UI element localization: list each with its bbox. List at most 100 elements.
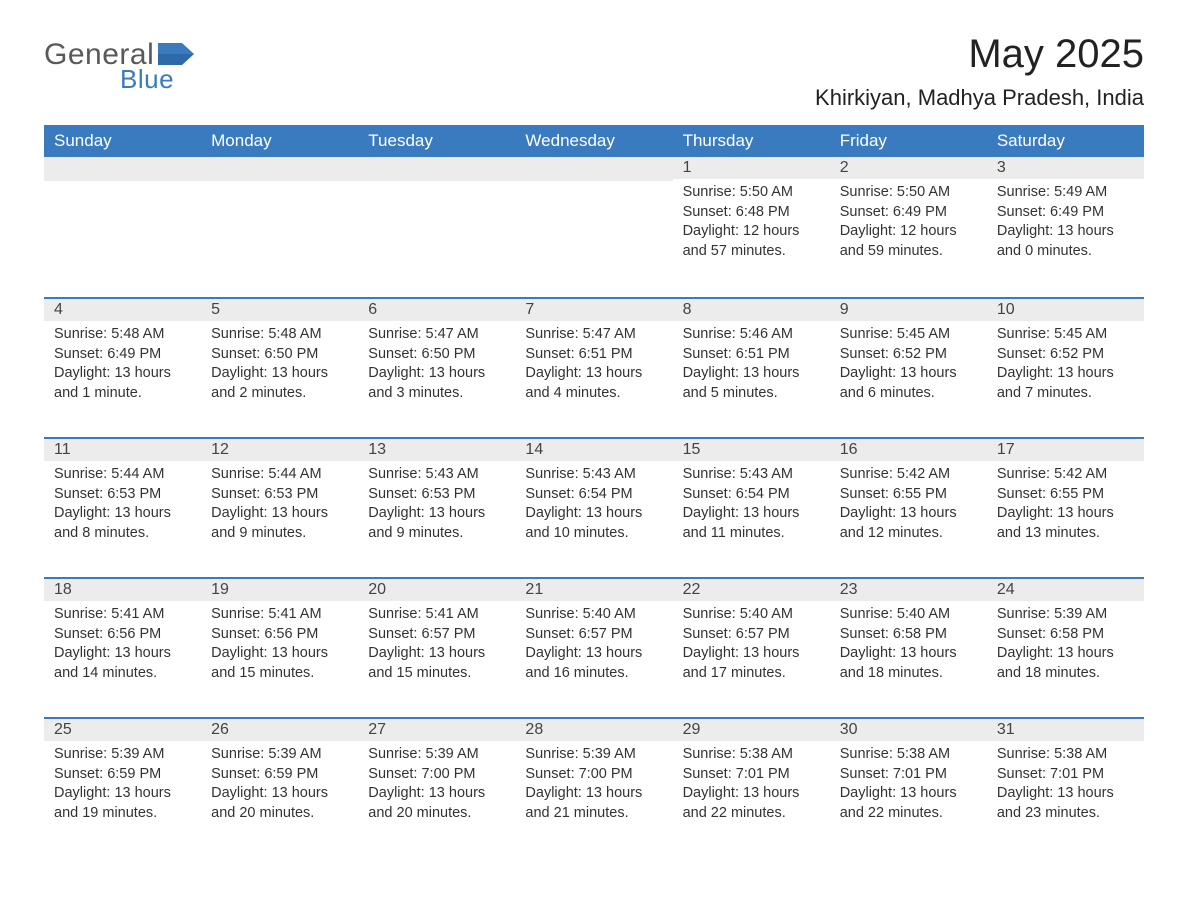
day-cell: 3Sunrise: 5:49 AMSunset: 6:49 PMDaylight… [987, 157, 1144, 297]
daylight-line-1: Daylight: 13 hours [840, 784, 977, 804]
day-number: 26 [201, 719, 358, 741]
day-cell: 18Sunrise: 5:41 AMSunset: 6:56 PMDayligh… [44, 579, 201, 717]
sunset-line: Sunset: 6:49 PM [54, 345, 191, 365]
sunrise-line: Sunrise: 5:38 AM [683, 745, 820, 765]
day-cell [44, 157, 201, 297]
day-cell: 21Sunrise: 5:40 AMSunset: 6:57 PMDayligh… [515, 579, 672, 717]
sunset-line: Sunset: 6:57 PM [683, 625, 820, 645]
day-number: 5 [201, 299, 358, 321]
sunset-line: Sunset: 6:53 PM [368, 485, 505, 505]
day-cell: 9Sunrise: 5:45 AMSunset: 6:52 PMDaylight… [830, 299, 987, 437]
sunrise-line: Sunrise: 5:46 AM [683, 325, 820, 345]
weekday-header: Friday [830, 125, 987, 157]
day-number: 12 [201, 439, 358, 461]
daylight-line-1: Daylight: 13 hours [54, 364, 191, 384]
daylight-line-2: and 9 minutes. [211, 524, 348, 544]
day-number: 27 [358, 719, 515, 741]
day-number: 3 [987, 157, 1144, 179]
day-cell: 30Sunrise: 5:38 AMSunset: 7:01 PMDayligh… [830, 719, 987, 857]
day-body: Sunrise: 5:41 AMSunset: 6:56 PMDaylight:… [201, 601, 358, 683]
day-cell: 10Sunrise: 5:45 AMSunset: 6:52 PMDayligh… [987, 299, 1144, 437]
daylight-line-2: and 57 minutes. [683, 242, 820, 262]
daylight-line-1: Daylight: 13 hours [54, 784, 191, 804]
day-body: Sunrise: 5:41 AMSunset: 6:56 PMDaylight:… [44, 601, 201, 683]
day-cell: 7Sunrise: 5:47 AMSunset: 6:51 PMDaylight… [515, 299, 672, 437]
daylight-line-2: and 21 minutes. [525, 804, 662, 824]
day-cell: 2Sunrise: 5:50 AMSunset: 6:49 PMDaylight… [830, 157, 987, 297]
sunset-line: Sunset: 6:50 PM [211, 345, 348, 365]
day-body: Sunrise: 5:44 AMSunset: 6:53 PMDaylight:… [44, 461, 201, 543]
day-cell: 13Sunrise: 5:43 AMSunset: 6:53 PMDayligh… [358, 439, 515, 577]
sunset-line: Sunset: 6:58 PM [997, 625, 1134, 645]
daylight-line-1: Daylight: 13 hours [211, 504, 348, 524]
sunrise-line: Sunrise: 5:39 AM [368, 745, 505, 765]
day-body: Sunrise: 5:46 AMSunset: 6:51 PMDaylight:… [673, 321, 830, 403]
sunset-line: Sunset: 6:51 PM [525, 345, 662, 365]
day-number: 16 [830, 439, 987, 461]
daylight-line-1: Daylight: 13 hours [840, 504, 977, 524]
day-number: 2 [830, 157, 987, 179]
day-body: Sunrise: 5:40 AMSunset: 6:58 PMDaylight:… [830, 601, 987, 683]
day-cell: 15Sunrise: 5:43 AMSunset: 6:54 PMDayligh… [673, 439, 830, 577]
day-number-bar-empty [358, 157, 515, 181]
day-cell: 16Sunrise: 5:42 AMSunset: 6:55 PMDayligh… [830, 439, 987, 577]
weekday-header: Saturday [987, 125, 1144, 157]
day-number: 31 [987, 719, 1144, 741]
daylight-line-1: Daylight: 13 hours [368, 784, 505, 804]
day-number: 9 [830, 299, 987, 321]
day-body: Sunrise: 5:42 AMSunset: 6:55 PMDaylight:… [987, 461, 1144, 543]
sunrise-line: Sunrise: 5:48 AM [211, 325, 348, 345]
daylight-line-1: Daylight: 13 hours [997, 784, 1134, 804]
sunrise-line: Sunrise: 5:44 AM [54, 465, 191, 485]
day-body: Sunrise: 5:39 AMSunset: 6:59 PMDaylight:… [44, 741, 201, 823]
daylight-line-1: Daylight: 13 hours [683, 784, 820, 804]
week-row: 18Sunrise: 5:41 AMSunset: 6:56 PMDayligh… [44, 577, 1144, 717]
day-body: Sunrise: 5:49 AMSunset: 6:49 PMDaylight:… [987, 179, 1144, 261]
daylight-line-2: and 2 minutes. [211, 384, 348, 404]
sunset-line: Sunset: 7:01 PM [840, 765, 977, 785]
daylight-line-1: Daylight: 13 hours [211, 784, 348, 804]
sunset-line: Sunset: 6:48 PM [683, 203, 820, 223]
day-cell: 4Sunrise: 5:48 AMSunset: 6:49 PMDaylight… [44, 299, 201, 437]
day-cell: 8Sunrise: 5:46 AMSunset: 6:51 PMDaylight… [673, 299, 830, 437]
location: Khirkiyan, Madhya Pradesh, India [815, 85, 1144, 111]
day-body: Sunrise: 5:39 AMSunset: 7:00 PMDaylight:… [515, 741, 672, 823]
daylight-line-2: and 10 minutes. [525, 524, 662, 544]
day-number: 14 [515, 439, 672, 461]
sunset-line: Sunset: 6:58 PM [840, 625, 977, 645]
daylight-line-2: and 15 minutes. [368, 664, 505, 684]
sunset-line: Sunset: 7:01 PM [997, 765, 1134, 785]
day-body: Sunrise: 5:42 AMSunset: 6:55 PMDaylight:… [830, 461, 987, 543]
day-cell: 29Sunrise: 5:38 AMSunset: 7:01 PMDayligh… [673, 719, 830, 857]
month-title: May 2025 [815, 32, 1144, 77]
day-number: 20 [358, 579, 515, 601]
daylight-line-1: Daylight: 13 hours [997, 644, 1134, 664]
daylight-line-2: and 4 minutes. [525, 384, 662, 404]
day-cell: 22Sunrise: 5:40 AMSunset: 6:57 PMDayligh… [673, 579, 830, 717]
daylight-line-1: Daylight: 13 hours [211, 364, 348, 384]
sunset-line: Sunset: 6:59 PM [54, 765, 191, 785]
daylight-line-1: Daylight: 13 hours [525, 644, 662, 664]
sunset-line: Sunset: 6:53 PM [54, 485, 191, 505]
day-cell: 6Sunrise: 5:47 AMSunset: 6:50 PMDaylight… [358, 299, 515, 437]
day-number: 10 [987, 299, 1144, 321]
daylight-line-1: Daylight: 13 hours [525, 364, 662, 384]
sunrise-line: Sunrise: 5:49 AM [997, 183, 1134, 203]
sunset-line: Sunset: 6:49 PM [997, 203, 1134, 223]
day-number: 25 [44, 719, 201, 741]
day-body: Sunrise: 5:45 AMSunset: 6:52 PMDaylight:… [987, 321, 1144, 403]
day-cell: 24Sunrise: 5:39 AMSunset: 6:58 PMDayligh… [987, 579, 1144, 717]
day-number: 23 [830, 579, 987, 601]
sunrise-line: Sunrise: 5:40 AM [683, 605, 820, 625]
daylight-line-1: Daylight: 13 hours [54, 504, 191, 524]
sunset-line: Sunset: 6:54 PM [683, 485, 820, 505]
sunrise-line: Sunrise: 5:42 AM [840, 465, 977, 485]
day-number-bar-empty [515, 157, 672, 181]
sunrise-line: Sunrise: 5:42 AM [997, 465, 1134, 485]
day-number: 8 [673, 299, 830, 321]
daylight-line-2: and 12 minutes. [840, 524, 977, 544]
daylight-line-2: and 6 minutes. [840, 384, 977, 404]
sunset-line: Sunset: 6:55 PM [840, 485, 977, 505]
sunset-line: Sunset: 6:52 PM [997, 345, 1134, 365]
day-number: 15 [673, 439, 830, 461]
